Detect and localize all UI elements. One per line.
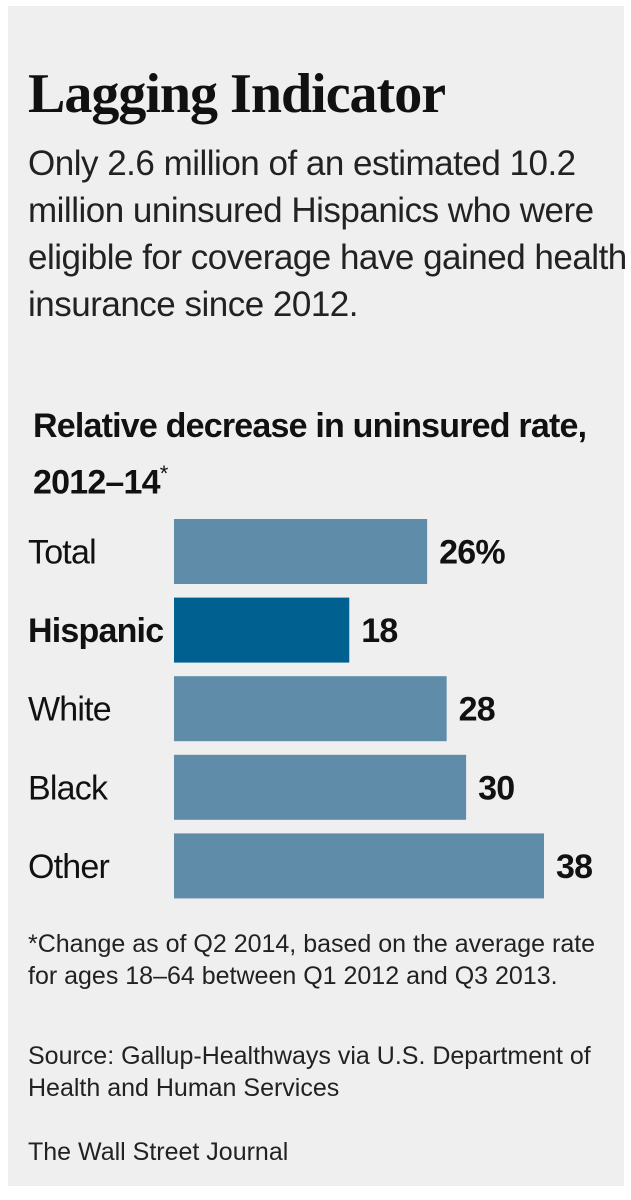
chart-title: Relative decrease in uninsured rate, 201… <box>33 402 623 506</box>
category-label: Hispanic <box>28 612 163 650</box>
category-label: Black <box>28 769 109 807</box>
chart-headline: Lagging Indicator <box>28 63 446 125</box>
chart-title-text: Relative decrease in uninsured rate, 201… <box>33 407 587 502</box>
footnote-marker: * <box>159 461 169 486</box>
category-label: Total <box>28 534 96 572</box>
value-label: 18 <box>361 612 397 650</box>
bar-black <box>174 754 467 820</box>
bar-total <box>174 519 428 584</box>
chart-subtitle: Only 2.6 million of an estimated 10.2 mi… <box>28 144 627 324</box>
chart-card <box>8 6 624 1186</box>
bar-chart: Total 26% Hispanic 18 White 28 Black 30 Other 38 <box>28 519 593 899</box>
footnote: *Change as of Q2 2014, based on the aver… <box>28 930 596 990</box>
credit: The Wall Street Journal <box>28 1138 289 1166</box>
bar-other <box>174 833 544 899</box>
value-label: 26% <box>439 534 505 572</box>
source-note: Source: Gallup-Healthways via U.S. Depar… <box>28 1042 591 1102</box>
value-label: 38 <box>556 848 592 886</box>
category-label: White <box>28 691 111 729</box>
bar-white <box>174 676 447 742</box>
value-label: 28 <box>459 691 495 729</box>
value-label: 30 <box>478 769 514 807</box>
category-label: Other <box>28 848 110 886</box>
bar-hispanic <box>174 597 350 663</box>
